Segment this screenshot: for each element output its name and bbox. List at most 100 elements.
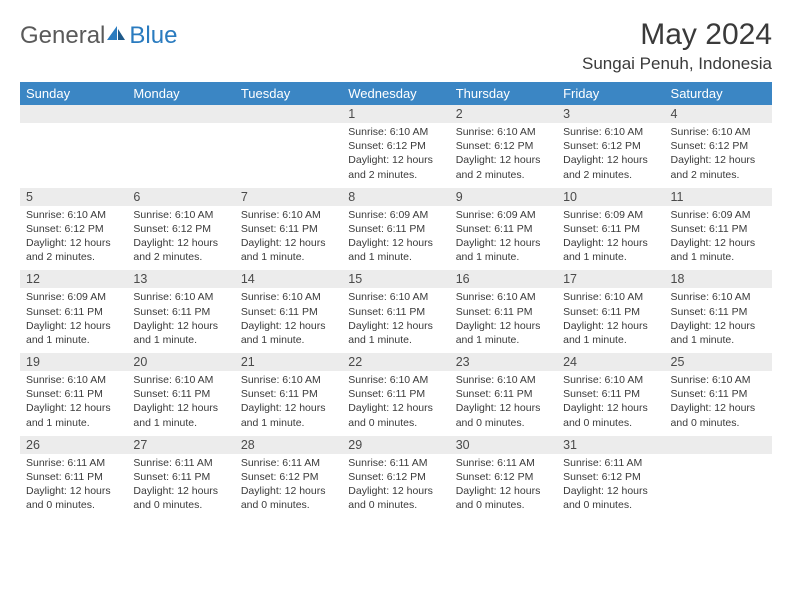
day-info: Sunrise: 6:09 AMSunset: 6:11 PMDaylight:… bbox=[342, 206, 449, 271]
day-number: 20 bbox=[127, 353, 234, 371]
day-cell: 7Sunrise: 6:10 AMSunset: 6:11 PMDaylight… bbox=[235, 188, 342, 271]
day-number: 14 bbox=[235, 270, 342, 288]
day-info: Sunrise: 6:09 AMSunset: 6:11 PMDaylight:… bbox=[450, 206, 557, 271]
day-number: 25 bbox=[665, 353, 772, 371]
weekday-header: Thursday bbox=[450, 82, 557, 105]
day-number: 23 bbox=[450, 353, 557, 371]
day-info: Sunrise: 6:09 AMSunset: 6:11 PMDaylight:… bbox=[20, 288, 127, 353]
day-cell: 23Sunrise: 6:10 AMSunset: 6:11 PMDayligh… bbox=[450, 353, 557, 436]
day-cell: 28Sunrise: 6:11 AMSunset: 6:12 PMDayligh… bbox=[235, 436, 342, 519]
day-cell: 24Sunrise: 6:10 AMSunset: 6:11 PMDayligh… bbox=[557, 353, 664, 436]
day-number bbox=[235, 105, 342, 123]
day-cell: 22Sunrise: 6:10 AMSunset: 6:11 PMDayligh… bbox=[342, 353, 449, 436]
day-cell: 11Sunrise: 6:09 AMSunset: 6:11 PMDayligh… bbox=[665, 188, 772, 271]
day-info bbox=[665, 454, 772, 504]
day-number: 13 bbox=[127, 270, 234, 288]
day-number: 15 bbox=[342, 270, 449, 288]
day-cell: 5Sunrise: 6:10 AMSunset: 6:12 PMDaylight… bbox=[20, 188, 127, 271]
day-info: Sunrise: 6:10 AMSunset: 6:12 PMDaylight:… bbox=[665, 123, 772, 188]
day-info: Sunrise: 6:10 AMSunset: 6:12 PMDaylight:… bbox=[450, 123, 557, 188]
day-info: Sunrise: 6:10 AMSunset: 6:12 PMDaylight:… bbox=[20, 206, 127, 271]
location-label: Sungai Penuh, Indonesia bbox=[582, 54, 772, 74]
calendar-body: 1Sunrise: 6:10 AMSunset: 6:12 PMDaylight… bbox=[20, 105, 772, 518]
day-info: Sunrise: 6:10 AMSunset: 6:11 PMDaylight:… bbox=[342, 288, 449, 353]
day-cell: 31Sunrise: 6:11 AMSunset: 6:12 PMDayligh… bbox=[557, 436, 664, 519]
month-title: May 2024 bbox=[582, 18, 772, 52]
day-cell: 2Sunrise: 6:10 AMSunset: 6:12 PMDaylight… bbox=[450, 105, 557, 188]
day-number: 22 bbox=[342, 353, 449, 371]
day-number: 8 bbox=[342, 188, 449, 206]
day-info: Sunrise: 6:10 AMSunset: 6:11 PMDaylight:… bbox=[235, 288, 342, 353]
day-cell: 18Sunrise: 6:10 AMSunset: 6:11 PMDayligh… bbox=[665, 270, 772, 353]
day-number: 9 bbox=[450, 188, 557, 206]
day-number: 12 bbox=[20, 270, 127, 288]
day-number: 1 bbox=[342, 105, 449, 123]
day-info: Sunrise: 6:10 AMSunset: 6:11 PMDaylight:… bbox=[665, 288, 772, 353]
day-cell: 3Sunrise: 6:10 AMSunset: 6:12 PMDaylight… bbox=[557, 105, 664, 188]
day-info bbox=[20, 123, 127, 173]
empty-day-cell bbox=[235, 105, 342, 188]
weekday-header: Monday bbox=[127, 82, 234, 105]
day-number: 7 bbox=[235, 188, 342, 206]
day-cell: 29Sunrise: 6:11 AMSunset: 6:12 PMDayligh… bbox=[342, 436, 449, 519]
day-number: 16 bbox=[450, 270, 557, 288]
day-info: Sunrise: 6:10 AMSunset: 6:11 PMDaylight:… bbox=[665, 371, 772, 436]
brand-logo: General Blue bbox=[20, 18, 177, 50]
day-info: Sunrise: 6:10 AMSunset: 6:11 PMDaylight:… bbox=[235, 371, 342, 436]
brand-text-2: Blue bbox=[129, 22, 177, 50]
day-info: Sunrise: 6:10 AMSunset: 6:11 PMDaylight:… bbox=[450, 288, 557, 353]
day-cell: 10Sunrise: 6:09 AMSunset: 6:11 PMDayligh… bbox=[557, 188, 664, 271]
day-number: 4 bbox=[665, 105, 772, 123]
day-info: Sunrise: 6:10 AMSunset: 6:12 PMDaylight:… bbox=[557, 123, 664, 188]
day-info: Sunrise: 6:11 AMSunset: 6:11 PMDaylight:… bbox=[20, 454, 127, 519]
calendar-week-row: 26Sunrise: 6:11 AMSunset: 6:11 PMDayligh… bbox=[20, 436, 772, 519]
day-info: Sunrise: 6:11 AMSunset: 6:12 PMDaylight:… bbox=[235, 454, 342, 519]
day-info: Sunrise: 6:10 AMSunset: 6:11 PMDaylight:… bbox=[557, 288, 664, 353]
empty-day-cell bbox=[127, 105, 234, 188]
calendar-page: General Blue May 2024 Sungai Penuh, Indo… bbox=[0, 0, 792, 528]
day-cell: 13Sunrise: 6:10 AMSunset: 6:11 PMDayligh… bbox=[127, 270, 234, 353]
day-cell: 9Sunrise: 6:09 AMSunset: 6:11 PMDaylight… bbox=[450, 188, 557, 271]
day-info: Sunrise: 6:11 AMSunset: 6:12 PMDaylight:… bbox=[342, 454, 449, 519]
day-cell: 21Sunrise: 6:10 AMSunset: 6:11 PMDayligh… bbox=[235, 353, 342, 436]
day-number: 31 bbox=[557, 436, 664, 454]
day-number: 2 bbox=[450, 105, 557, 123]
day-number: 30 bbox=[450, 436, 557, 454]
header: General Blue May 2024 Sungai Penuh, Indo… bbox=[20, 18, 772, 74]
day-number bbox=[20, 105, 127, 123]
day-cell: 27Sunrise: 6:11 AMSunset: 6:11 PMDayligh… bbox=[127, 436, 234, 519]
sail-icon bbox=[105, 24, 127, 42]
calendar-week-row: 19Sunrise: 6:10 AMSunset: 6:11 PMDayligh… bbox=[20, 353, 772, 436]
brand-text-1: General bbox=[20, 22, 105, 50]
day-number: 27 bbox=[127, 436, 234, 454]
day-number: 10 bbox=[557, 188, 664, 206]
day-info: Sunrise: 6:09 AMSunset: 6:11 PMDaylight:… bbox=[665, 206, 772, 271]
calendar-week-row: 1Sunrise: 6:10 AMSunset: 6:12 PMDaylight… bbox=[20, 105, 772, 188]
day-number: 3 bbox=[557, 105, 664, 123]
empty-day-cell bbox=[665, 436, 772, 519]
day-number: 29 bbox=[342, 436, 449, 454]
day-info: Sunrise: 6:11 AMSunset: 6:12 PMDaylight:… bbox=[557, 454, 664, 519]
day-info: Sunrise: 6:09 AMSunset: 6:11 PMDaylight:… bbox=[557, 206, 664, 271]
day-number: 24 bbox=[557, 353, 664, 371]
day-cell: 4Sunrise: 6:10 AMSunset: 6:12 PMDaylight… bbox=[665, 105, 772, 188]
day-info: Sunrise: 6:10 AMSunset: 6:11 PMDaylight:… bbox=[20, 371, 127, 436]
day-cell: 8Sunrise: 6:09 AMSunset: 6:11 PMDaylight… bbox=[342, 188, 449, 271]
day-info bbox=[127, 123, 234, 173]
day-info: Sunrise: 6:10 AMSunset: 6:11 PMDaylight:… bbox=[127, 371, 234, 436]
calendar-week-row: 12Sunrise: 6:09 AMSunset: 6:11 PMDayligh… bbox=[20, 270, 772, 353]
day-number: 26 bbox=[20, 436, 127, 454]
day-cell: 14Sunrise: 6:10 AMSunset: 6:11 PMDayligh… bbox=[235, 270, 342, 353]
day-info: Sunrise: 6:10 AMSunset: 6:11 PMDaylight:… bbox=[557, 371, 664, 436]
weekday-header: Wednesday bbox=[342, 82, 449, 105]
day-cell: 20Sunrise: 6:10 AMSunset: 6:11 PMDayligh… bbox=[127, 353, 234, 436]
day-number: 21 bbox=[235, 353, 342, 371]
day-number bbox=[127, 105, 234, 123]
day-cell: 30Sunrise: 6:11 AMSunset: 6:12 PMDayligh… bbox=[450, 436, 557, 519]
day-info: Sunrise: 6:10 AMSunset: 6:12 PMDaylight:… bbox=[127, 206, 234, 271]
day-cell: 26Sunrise: 6:11 AMSunset: 6:11 PMDayligh… bbox=[20, 436, 127, 519]
day-info: Sunrise: 6:10 AMSunset: 6:11 PMDaylight:… bbox=[450, 371, 557, 436]
day-cell: 25Sunrise: 6:10 AMSunset: 6:11 PMDayligh… bbox=[665, 353, 772, 436]
day-info: Sunrise: 6:10 AMSunset: 6:12 PMDaylight:… bbox=[342, 123, 449, 188]
day-number: 28 bbox=[235, 436, 342, 454]
